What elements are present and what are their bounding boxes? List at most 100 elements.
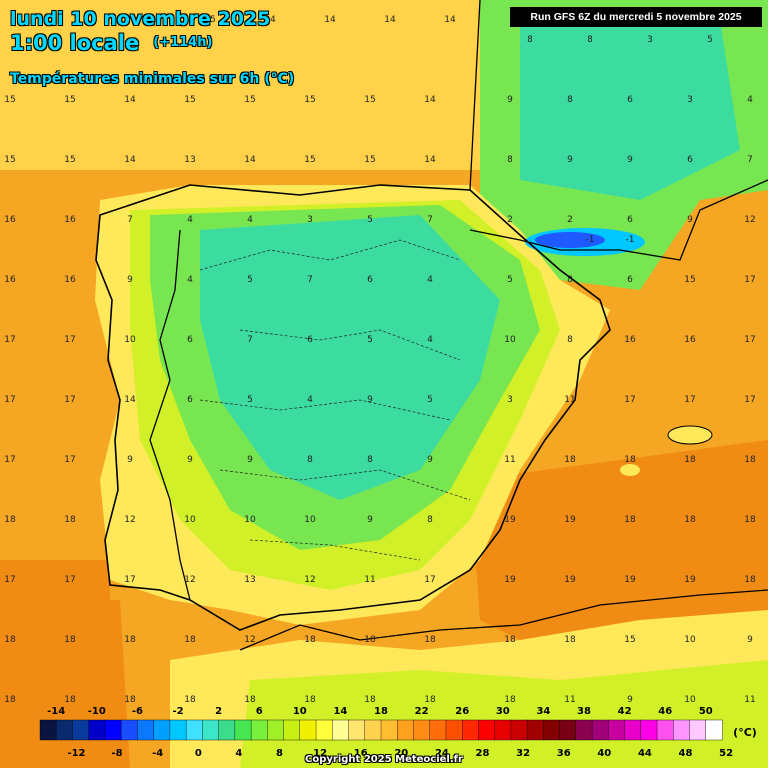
- north-africa-mid: [240, 660, 768, 768]
- legend-color-swatch: [510, 719, 528, 741]
- legend-tick-label: 40: [597, 748, 611, 759]
- legend-tick-label: 36: [557, 748, 571, 759]
- temperature-value: 19: [624, 575, 636, 585]
- temperature-value: 5: [367, 215, 373, 225]
- legend-color-swatch: [299, 719, 317, 741]
- forecast-time: 1:00 locale (+114h): [10, 31, 212, 55]
- legend-tick-label: 28: [476, 748, 490, 759]
- temperature-value: 15: [4, 155, 15, 165]
- temperature-value: 15: [304, 95, 315, 105]
- temperature-value: 5: [707, 35, 713, 45]
- legend-color-swatch: [88, 719, 106, 741]
- legend-color-swatch: [559, 719, 577, 741]
- temperature-value: 9: [687, 215, 693, 225]
- legend-color-swatch: [315, 719, 333, 741]
- legend-tick-label: 4: [235, 748, 242, 759]
- temperature-value: 16: [4, 275, 16, 285]
- legend-color-swatch: [56, 719, 74, 741]
- temperature-value: 9: [127, 455, 133, 465]
- temperature-value: 13: [244, 575, 255, 585]
- legend-tick-label: 20: [394, 748, 408, 759]
- temperature-value: 17: [64, 575, 75, 585]
- temperature-value: 18: [624, 515, 636, 525]
- temperature-value: 12: [124, 515, 135, 525]
- legend-tick-label: 50: [699, 706, 713, 717]
- temperature-value: 16: [64, 215, 76, 225]
- legend-color-swatch: [591, 719, 610, 741]
- temperature-value: 12: [744, 215, 755, 225]
- temperature-value: 16: [624, 335, 636, 345]
- legend-tick-label: 26: [455, 706, 469, 717]
- temperature-value: 14: [324, 15, 336, 25]
- pyrenees-cold-spot: [535, 232, 605, 248]
- legend-color-swatch: [380, 719, 398, 741]
- temperature-value: 12: [304, 575, 315, 585]
- temperature-value: 3: [507, 395, 513, 405]
- warm-sea-region: [470, 440, 768, 660]
- temperature-value: 19: [684, 575, 696, 585]
- temperature-value: 18: [4, 635, 16, 645]
- temperature-value: 17: [624, 395, 635, 405]
- legend-tick-label: 0: [195, 748, 202, 759]
- legend-tick-label: 32: [516, 748, 530, 759]
- temperature-value: 6: [627, 95, 633, 105]
- legend-color-swatch: [640, 719, 658, 741]
- legend-tick-label: -10: [88, 706, 106, 717]
- legend-color-swatch: [608, 719, 626, 741]
- temperature-value: 8: [567, 95, 573, 105]
- temperature-value: 5: [367, 335, 373, 345]
- temperature-value: 7: [747, 155, 753, 165]
- temperature-value: 10: [304, 515, 316, 525]
- legend-color-swatch: [153, 719, 171, 741]
- temperature-value: 6: [187, 395, 193, 405]
- temperature-value: 4: [247, 215, 253, 225]
- temperature-value: 6: [687, 155, 693, 165]
- temperature-value: 9: [247, 455, 253, 465]
- legend-color-swatch: [673, 719, 691, 741]
- legend-color-swatch: [332, 719, 350, 741]
- legend-color-swatch: [137, 719, 155, 741]
- temperature-value: 19: [504, 515, 516, 525]
- temperature-value: 10: [504, 335, 516, 345]
- temperature-value: 4: [187, 275, 193, 285]
- temperature-value: 9: [507, 95, 513, 105]
- legend-color-swatch: [348, 719, 366, 741]
- temperature-value: 4: [747, 95, 753, 105]
- temperature-value: 16: [684, 335, 696, 345]
- temperature-value: 10: [124, 335, 136, 345]
- temperature-value: 9: [187, 455, 193, 465]
- temperature-value: 10: [244, 515, 256, 525]
- temperature-value: 11: [504, 455, 515, 465]
- portugal-border: [149, 229, 191, 601]
- balearic-island-small: [620, 464, 640, 476]
- temperature-value: 6: [307, 335, 313, 345]
- legend-color-swatch: [39, 719, 57, 741]
- legend-tick-label: -14: [47, 706, 65, 717]
- legend-color-swatch: [543, 719, 561, 741]
- iberia-cold-core: [200, 215, 500, 500]
- legend-color-swatch: [218, 719, 236, 741]
- france-cold-area: [520, 20, 740, 200]
- temperature-value: 14: [124, 155, 136, 165]
- temperature-value: 9: [127, 275, 133, 285]
- temperature-value: 19: [564, 515, 576, 525]
- temperature-value: 6: [187, 335, 193, 345]
- legend-lower-labels: -12 -8 -4 0 4 8 12 16 20 24 28 32 36 40 44 48 52: [67, 748, 733, 759]
- temperature-value: 18: [184, 635, 196, 645]
- iberia-coastline: [95, 184, 611, 631]
- color-scale-bar: [39, 719, 723, 741]
- temperature-value: 9: [367, 395, 373, 405]
- temperature-value: 18: [244, 695, 256, 705]
- legend-tick-label: -4: [152, 748, 163, 759]
- temperature-value: 15: [364, 95, 375, 105]
- legend-tick-label: 14: [333, 706, 347, 717]
- temperature-value: 15: [64, 95, 75, 105]
- copyright: Copyright 2025 Meteociel.fr: [305, 754, 463, 765]
- legend-tick-label: 30: [496, 706, 510, 717]
- temperature-values: 15 15 14 14 14 14 8 8 3 5 15 15 14 15 15 15 15 14 9 8 6 3 4 15 1…: [4, 15, 756, 705]
- temperature-value: 8: [587, 35, 593, 45]
- temperature-value: 6: [627, 215, 633, 225]
- temperature-value: 7: [247, 335, 253, 345]
- temperature-value: 17: [744, 335, 755, 345]
